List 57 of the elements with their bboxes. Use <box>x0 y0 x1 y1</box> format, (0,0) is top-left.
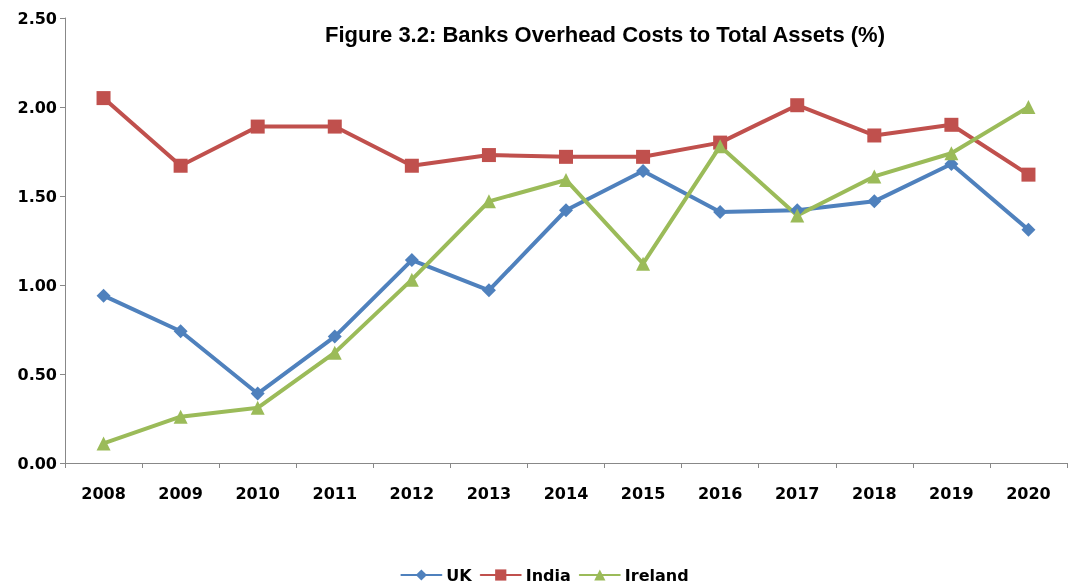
point <box>404 158 419 173</box>
legend-label: UK <box>446 565 473 585</box>
point <box>636 256 651 271</box>
point <box>96 91 111 106</box>
point <box>867 194 882 209</box>
point <box>96 436 111 451</box>
x-tick-label: 2017 <box>774 483 820 503</box>
y-tick-label: 1.00 <box>17 275 57 295</box>
y-tick-label: 2.50 <box>17 8 57 28</box>
point <box>481 283 496 298</box>
x-tick-label: 2009 <box>158 483 203 503</box>
point <box>713 139 728 154</box>
point <box>327 119 342 134</box>
point <box>790 208 805 223</box>
point <box>867 169 882 184</box>
x-tick-label: 2016 <box>697 483 743 503</box>
point <box>250 386 265 401</box>
point <box>944 117 959 132</box>
point <box>327 329 342 344</box>
point <box>250 119 265 134</box>
point <box>404 253 419 268</box>
y-tick-label: 2.00 <box>17 97 57 117</box>
x-tick-label: 2013 <box>466 483 512 503</box>
point <box>559 203 573 218</box>
legend-label: Ireland <box>624 565 689 585</box>
point <box>867 128 882 143</box>
x-tick-label: 2014 <box>543 483 589 503</box>
x-tick-label: 2020 <box>1006 483 1051 503</box>
point <box>173 324 188 339</box>
point <box>173 409 188 424</box>
x-tick-label: 2012 <box>389 483 435 503</box>
x-tick-label: 2019 <box>929 483 974 503</box>
point <box>559 149 573 164</box>
point <box>559 172 573 187</box>
x-tick-label: 2015 <box>620 483 666 503</box>
point <box>713 205 728 220</box>
x-tick-label: 2008 <box>81 483 126 503</box>
y-tick-label: 0.50 <box>17 364 57 384</box>
point <box>1021 222 1036 237</box>
point <box>327 345 342 360</box>
point <box>944 146 959 161</box>
point <box>636 164 651 179</box>
chart-title: Figure 3.2: Banks Overhead Costs to Total Assets (%) <box>325 21 885 47</box>
point <box>481 148 496 163</box>
point <box>636 149 651 164</box>
y-tick-label: 1.50 <box>17 186 57 206</box>
y-tick-label: 0.00 <box>17 453 57 473</box>
x-tick-label: 2011 <box>312 483 358 503</box>
legend-label: India <box>525 565 571 585</box>
x-tick-label: 2018 <box>852 483 897 503</box>
point <box>250 400 265 415</box>
point <box>1021 167 1036 182</box>
x-tick-label: 2010 <box>235 483 280 503</box>
point <box>1021 100 1036 114</box>
point <box>790 98 805 113</box>
point <box>173 158 188 173</box>
point <box>96 288 111 303</box>
